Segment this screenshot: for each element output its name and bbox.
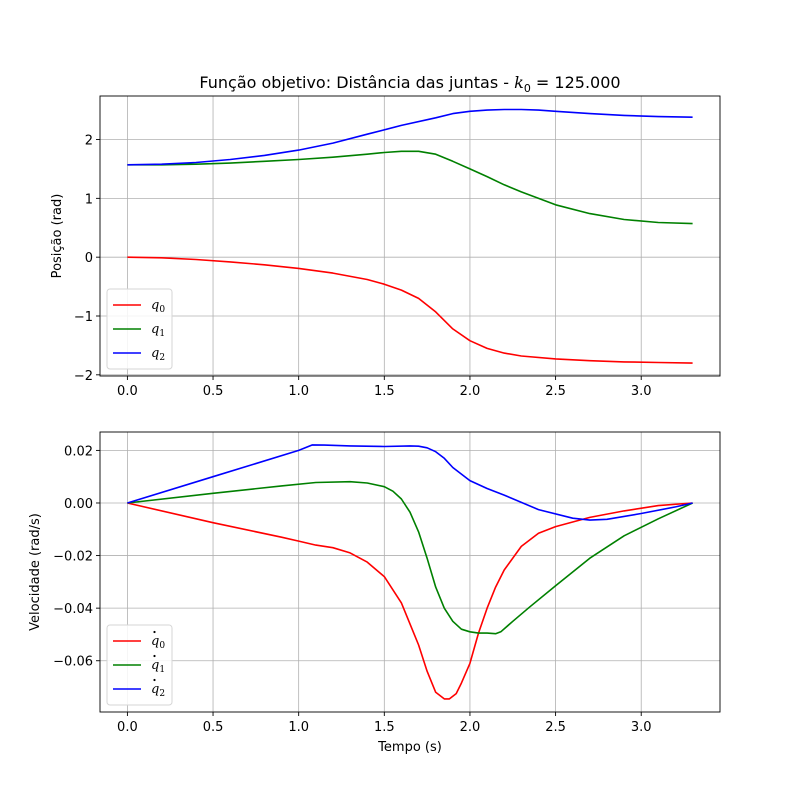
series-line-1 [127, 480, 693, 635]
x-tick-label: 3.0 [631, 384, 652, 399]
x-tick-label: 3.0 [631, 720, 652, 735]
x-tick-label: 2.0 [460, 720, 481, 735]
y-tick-label: 0 [85, 251, 93, 266]
chart-title: Função objetivo: Distância das juntas - … [199, 73, 620, 95]
series-line-1 [127, 150, 693, 225]
x-tick-label: 1.5 [374, 384, 395, 399]
x-tick-label: 2.5 [545, 384, 566, 399]
legend-dot-accent [153, 630, 156, 634]
legend-label: q1 [151, 322, 165, 339]
y-tick-label: 2 [85, 134, 93, 149]
y-axis-label: Posição (rad) [50, 194, 65, 279]
y-tick-label: 1 [85, 192, 93, 207]
x-tick-label: 0.5 [203, 384, 224, 399]
x-tick-label: 0.5 [203, 720, 224, 735]
position-panel: 0.0 0.5 1.0 1.5 2.0 2.5 3.0 −2 −1 0 1 2 Posição (rad… [50, 95, 721, 399]
x-tick-label: 2.5 [545, 720, 566, 735]
axes-frame [99, 95, 721, 377]
chart-title-sub: 0 [524, 82, 531, 95]
legend-dot-accent [153, 654, 156, 658]
legend-label: q2 [151, 682, 165, 699]
legend-label: q1 [151, 658, 165, 675]
y-tick-label: −0.04 [53, 602, 93, 617]
chart-title-var: k [514, 73, 524, 92]
series-line-2 [127, 444, 693, 521]
legend-label: q0 [151, 634, 165, 651]
y-tick-label: 0.00 [64, 497, 93, 512]
x-tick-label: 2.0 [460, 384, 481, 399]
velocity-panel: 0.0 0.5 1.0 1.5 2.0 2.5 3.0 0.02 0.00 −0.02 −0.04 −… [28, 431, 721, 755]
y-tick-label: −1 [74, 310, 93, 325]
legend-label: q0 [151, 298, 165, 315]
legend-label: q2 [151, 346, 165, 363]
y-tick-label: −0.06 [53, 655, 93, 670]
y-axis-label: Velocidade (rad/s) [28, 513, 43, 631]
y-tick-label: −0.02 [53, 550, 93, 565]
x-tick-label: 1.0 [288, 720, 309, 735]
legend-dot-accent [153, 678, 156, 682]
y-tick-label: −2 [74, 369, 93, 384]
chart-title-rest: = 125.000 [531, 73, 621, 92]
chart-title-prefix: Função objetivo: Distância das juntas - [199, 73, 514, 92]
series-line-2 [127, 108, 693, 166]
x-tick-label: 1.5 [374, 720, 395, 735]
x-tick-label: 0.0 [117, 384, 138, 399]
x-tick-label: 1.0 [288, 384, 309, 399]
axes-frame [99, 431, 721, 713]
x-axis-label: Tempo (s) [377, 740, 442, 755]
y-tick-label: 0.02 [64, 444, 93, 459]
series-line-0 [127, 502, 693, 700]
x-tick-label: 0.0 [117, 720, 138, 735]
series-line-0 [127, 256, 693, 364]
